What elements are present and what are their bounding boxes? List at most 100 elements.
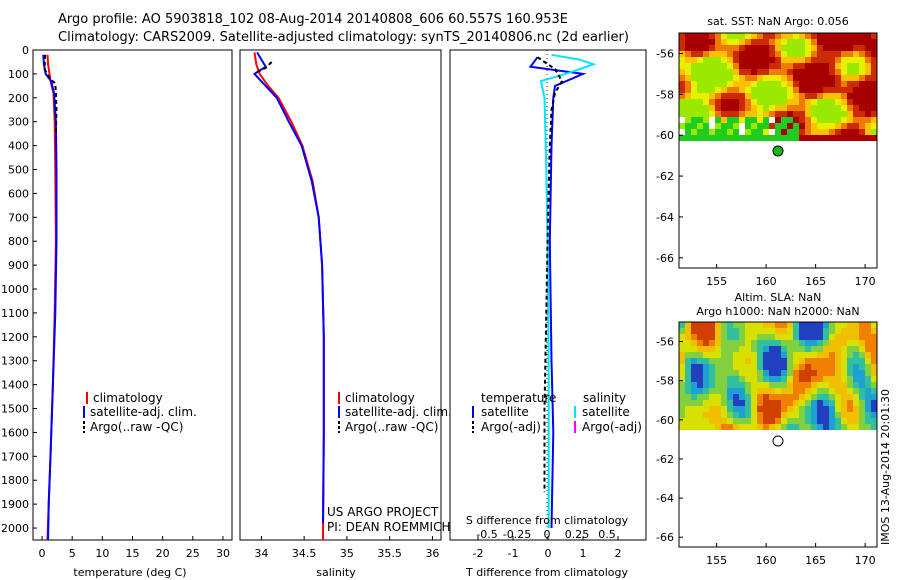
sst-cell xyxy=(787,51,793,57)
sst-cell xyxy=(787,105,793,111)
sla-cell xyxy=(715,394,721,400)
sst-cell xyxy=(817,81,823,87)
sst-cell xyxy=(811,111,817,117)
sla-cell xyxy=(871,376,877,382)
sst-cell xyxy=(787,69,793,75)
sla-cell xyxy=(691,328,697,334)
sla-cell xyxy=(817,388,823,394)
sla-cell xyxy=(823,412,829,418)
sst-cell xyxy=(685,75,691,81)
sst-cell xyxy=(835,129,841,135)
sst-cell xyxy=(817,51,823,57)
sst-cell xyxy=(865,75,871,81)
sla-cell xyxy=(829,418,835,424)
sst-cell xyxy=(727,123,733,129)
sla-cell xyxy=(751,364,757,370)
sst-cell xyxy=(697,51,703,57)
sst-cell xyxy=(841,117,847,123)
sst-cell xyxy=(781,39,787,45)
legend-argo: Argo(..raw -QC) xyxy=(90,420,183,434)
sla-cell xyxy=(793,352,799,358)
sst-cell xyxy=(715,63,721,69)
sst-cell xyxy=(835,111,841,117)
sst-cell xyxy=(847,93,853,99)
sst-cell xyxy=(775,81,781,87)
sst-cell xyxy=(871,57,877,63)
sst-cell xyxy=(781,111,787,117)
sla-cell xyxy=(763,328,769,334)
sla-cell xyxy=(769,358,775,364)
sst-cell xyxy=(703,87,709,93)
sla-cell xyxy=(853,358,859,364)
sst-cell xyxy=(739,111,745,117)
sst-cell xyxy=(793,51,799,57)
sst-cell xyxy=(739,45,745,51)
sst-cell xyxy=(805,33,811,39)
sst-cell xyxy=(733,135,739,141)
sst-cell xyxy=(721,123,727,129)
sst-cell xyxy=(811,69,817,75)
sla-cell xyxy=(769,412,775,418)
sst-cell xyxy=(715,45,721,51)
sla-cell xyxy=(763,334,769,340)
lat-tick-label: -64 xyxy=(656,211,674,224)
sla-cell xyxy=(865,394,871,400)
sst-cell xyxy=(793,69,799,75)
sst-cell xyxy=(691,33,697,39)
sla-cell xyxy=(697,340,703,346)
sst-cell xyxy=(679,99,685,105)
depth-tick-label: 500 xyxy=(8,164,29,177)
sst-cell xyxy=(751,81,757,87)
sst-cell xyxy=(781,105,787,111)
sst-lon-ticks: 155 160 165 170 xyxy=(706,264,876,288)
sla-cell xyxy=(793,412,799,418)
sst-cell xyxy=(691,135,697,141)
sla-cell xyxy=(835,424,841,430)
sst-cell xyxy=(799,81,805,87)
sla-cell xyxy=(679,334,685,340)
sst-cell xyxy=(727,75,733,81)
sst-cell xyxy=(727,51,733,57)
sst-cell xyxy=(799,63,805,69)
sst-cell xyxy=(679,57,685,63)
sla-cell xyxy=(739,376,745,382)
sst-cell xyxy=(721,93,727,99)
sst-cell xyxy=(793,87,799,93)
sst-cell xyxy=(739,81,745,87)
legend-s-argo: Argo(-adj) xyxy=(582,420,642,434)
sst-cell xyxy=(823,111,829,117)
sla-cell xyxy=(691,412,697,418)
sst-cell xyxy=(769,105,775,111)
sst-cell xyxy=(781,75,787,81)
sla-cell xyxy=(799,352,805,358)
sst-cell xyxy=(697,63,703,69)
sla-cell xyxy=(835,322,841,328)
sst-cell xyxy=(715,51,721,57)
sst-cell xyxy=(853,111,859,117)
sst-cell xyxy=(859,135,865,141)
sst-cell xyxy=(739,63,745,69)
sst-cell xyxy=(871,51,877,57)
sla-cell xyxy=(841,358,847,364)
sla-cell xyxy=(829,358,835,364)
sst-cell xyxy=(703,51,709,57)
sst-cell xyxy=(703,117,709,123)
sst-cell xyxy=(835,117,841,123)
sla-cell xyxy=(691,400,697,406)
sst-cell xyxy=(775,93,781,99)
sst-cell xyxy=(745,63,751,69)
sst-cell xyxy=(823,117,829,123)
sst-cell xyxy=(859,33,865,39)
sst-cell xyxy=(727,117,733,123)
sla-cell xyxy=(823,364,829,370)
sla-cell xyxy=(697,352,703,358)
sst-cell xyxy=(793,63,799,69)
sst-cell xyxy=(781,123,787,129)
sla-cell xyxy=(799,358,805,364)
sla-cell xyxy=(739,406,745,412)
sla-cell xyxy=(787,328,793,334)
sla-cell xyxy=(703,328,709,334)
sla-cell xyxy=(787,364,793,370)
sla-cell xyxy=(835,346,841,352)
sst-cell xyxy=(847,135,853,141)
